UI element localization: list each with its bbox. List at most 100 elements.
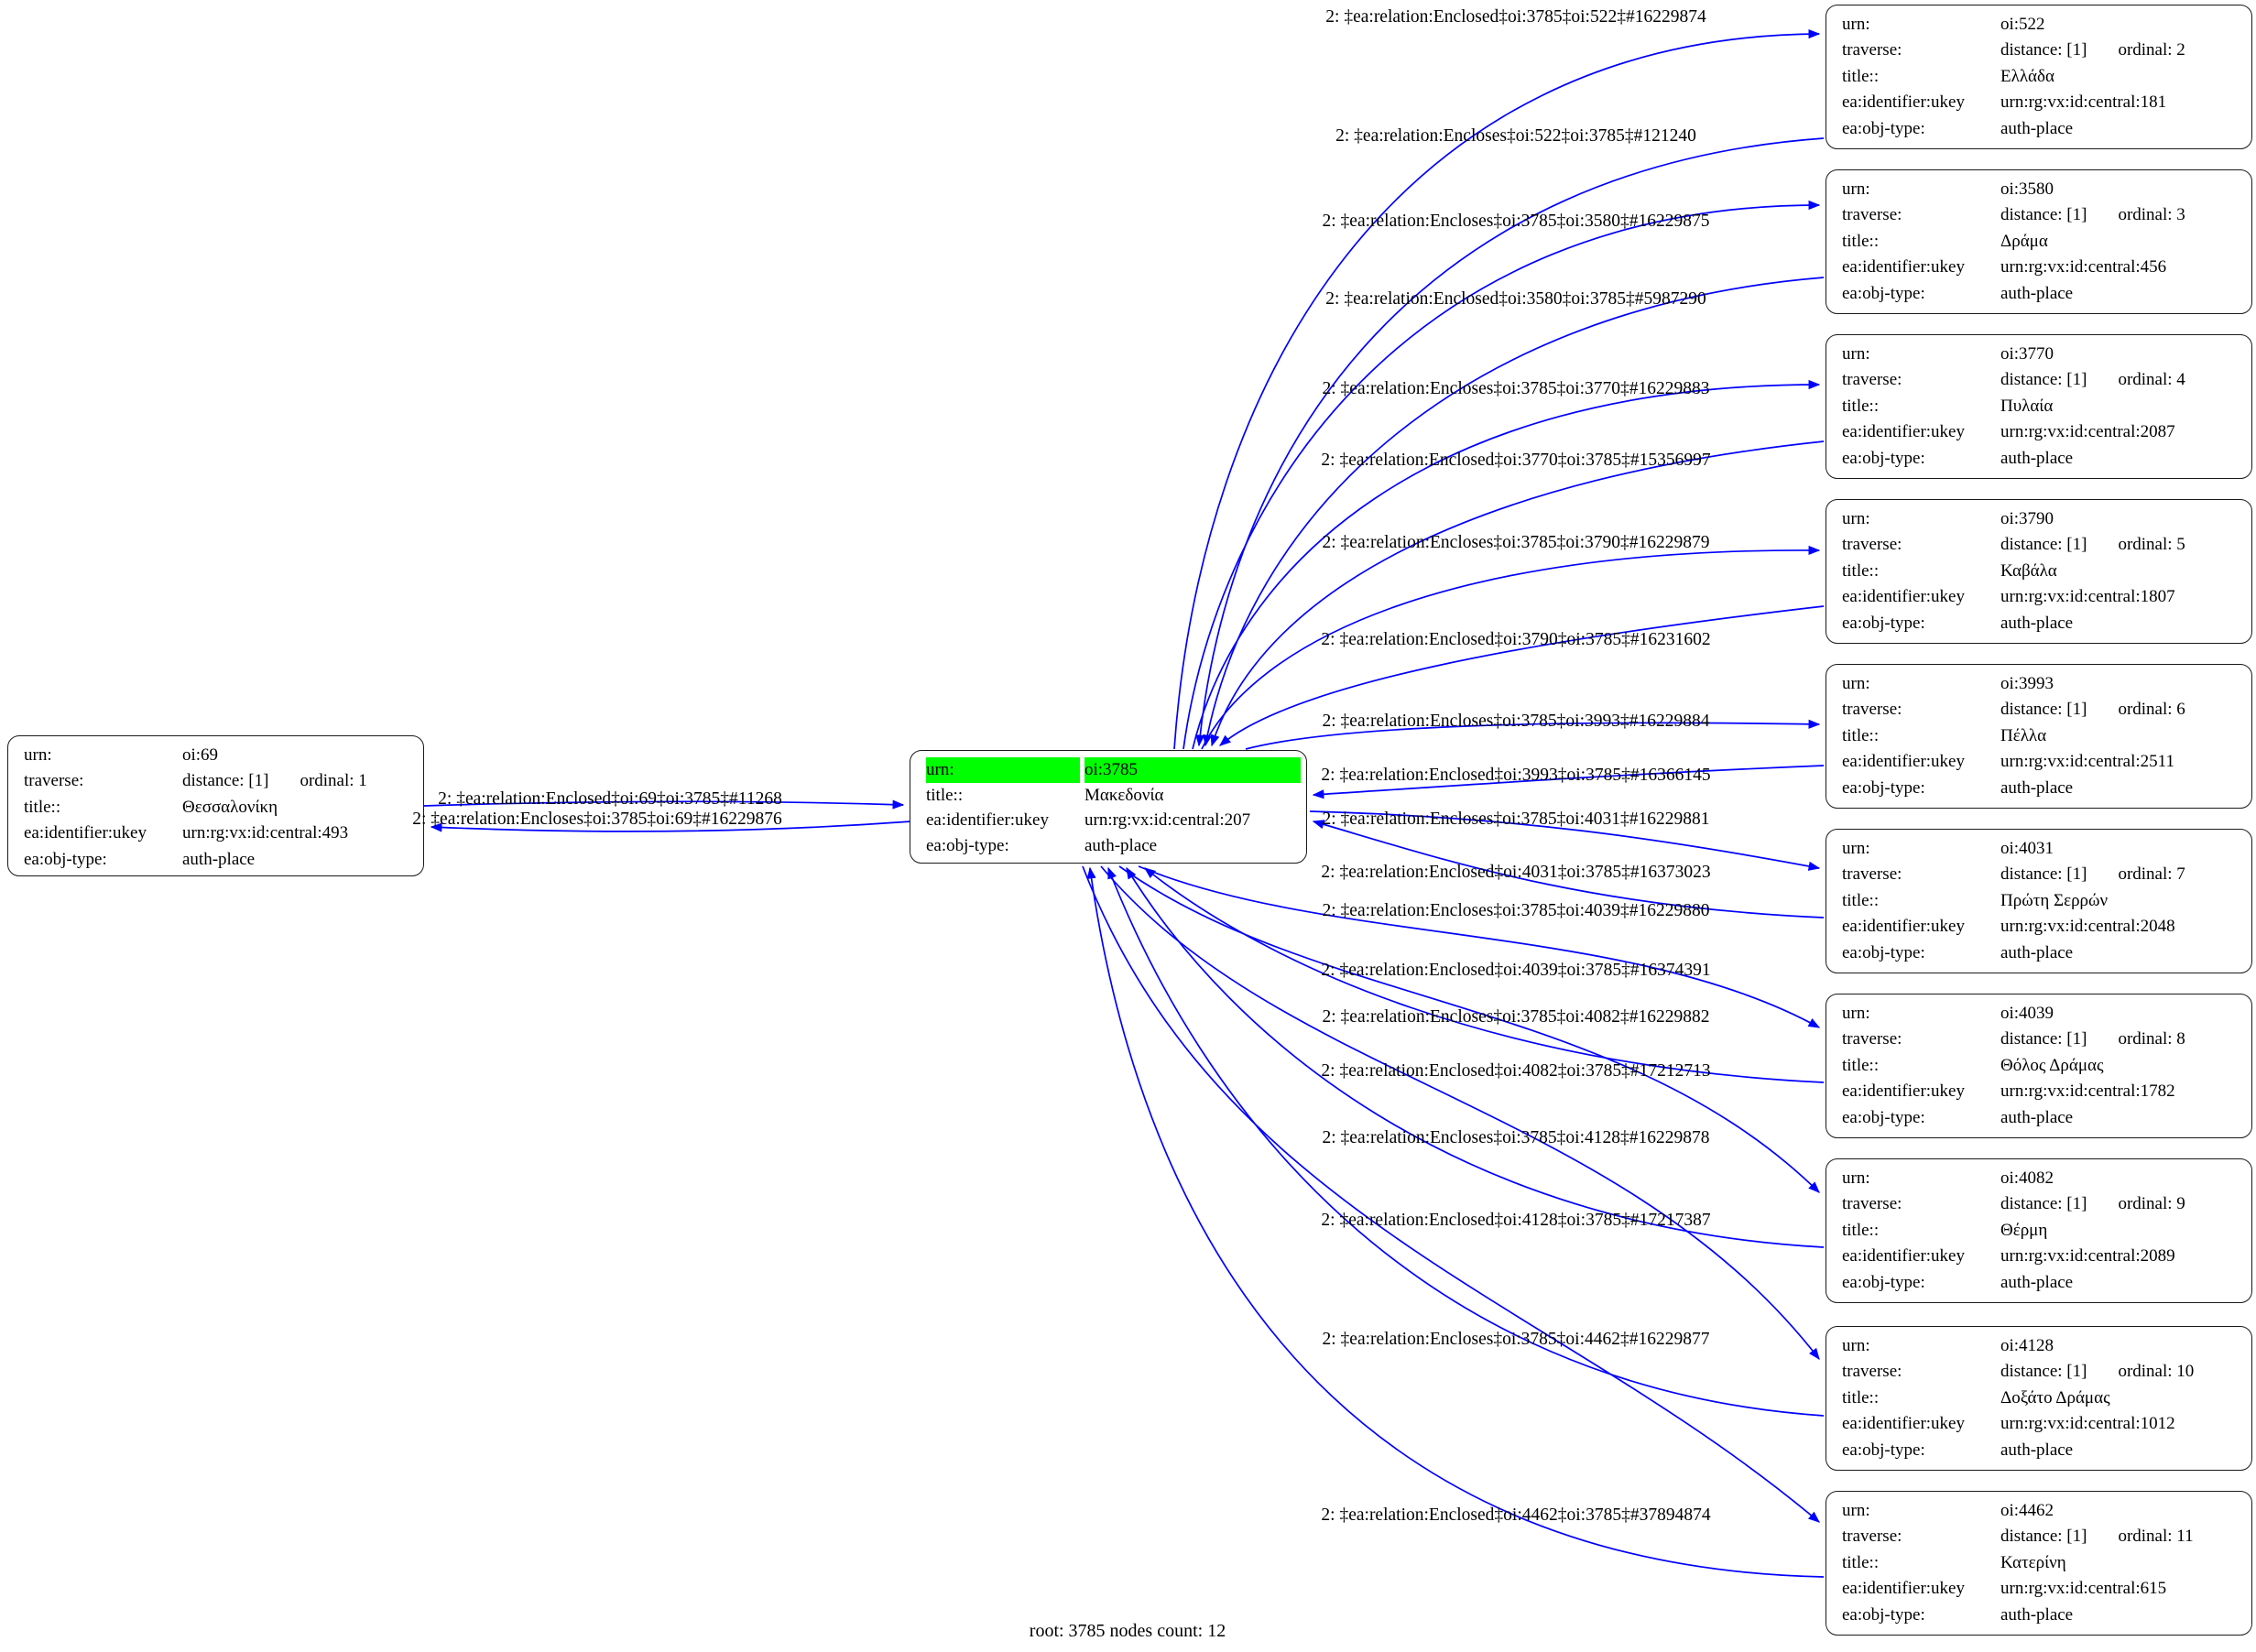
field-value: urn:rg:vx:id:central:2511 [2000,752,2174,772]
field-label: urn: [1842,344,1870,364]
field-value: urn:rg:vx:id:central:2089 [2000,1246,2175,1266]
node-field-row: traverse: distance: [1] ordinal: 7 [1842,862,2246,887]
edge-label: 2: ‡ea:relation:Enclosed‡oi:4082‡oi:3785… [1321,1061,1711,1081]
field-value: Δοξάτο Δράμας [2000,1387,2110,1407]
node-field-row: ea:obj-type: auth-place [1842,281,2246,307]
graph-node-oi-3580[interactable]: urn: oi:3580 traverse: distance: [1] ordinal… [1826,169,2252,314]
field-value: distance: [1] [182,771,269,791]
graph-node-oi-69[interactable]: urn: oi:69 traverse: distance: [1] ordinal: … [7,735,424,876]
field-value: Κατερίνη [2000,1552,2066,1572]
field-label: traverse: [1842,1527,1902,1547]
graph-node-oi-3785-root[interactable]: urn: oi:3785 title:: Μακεδονία ea:identifier… [910,750,1307,864]
node-field-row: ea:identifier:ukey urn:rg:vx:id:central:4… [1842,255,2246,280]
field-value: distance: [1] [2000,1362,2087,1382]
edge-label: 2: ‡ea:relation:Encloses‡oi:3785‡oi:4039… [1322,901,1710,920]
edge-enclosed-4128-3785 [1107,866,1825,1417]
field-value: oi:3580 [2000,179,2054,199]
field-value: urn:rg:vx:id:central:2048 [2000,917,2175,937]
field-value: auth-place [182,849,256,869]
node-field-row: ea:identifier:ukey urn:rg:vx:id:central:1… [1842,1079,2246,1104]
node-field-row: ea:obj-type: auth-place [1842,446,2246,472]
field-label: title:: [1842,560,1880,581]
field-label: urn: [1842,674,1870,693]
node-field-row: title:: Θεσσαλονίκη [24,795,418,821]
node-field-row: ea:identifier:ukey urn:rg:vx:id:central:4… [24,821,418,846]
field-value: auth-place [1084,835,1158,855]
node-field-row: ea:identifier:ukey urn:rg:vx:id:central:2… [1842,749,2246,775]
field-value-ordinal: ordinal: 10 [2118,1362,2195,1382]
field-value: distance: [1] [2000,1194,2087,1214]
graph-node-oi-3790[interactable]: urn: oi:3790 traverse: distance: [1] ordinal… [1826,499,2252,644]
node-field-row: urn: oi:3790 [1842,506,2246,532]
edge-encloses-3785-4039 [1138,865,1821,1028]
edge-label: 2: ‡ea:relation:Enclosed‡oi:3785‡oi:522‡… [1325,7,1706,27]
field-value: urn:rg:vx:id:central:615 [2000,1579,2167,1599]
field-label: urn: [1842,1004,1870,1023]
field-value-ordinal: ordinal: 4 [2118,370,2185,390]
field-label: traverse: [1842,1362,1902,1382]
edge-encloses-3785-4462 [1082,865,1820,1523]
field-value: auth-place [2000,283,2074,303]
field-value: urn:rg:vx:id:central:181 [2000,92,2167,113]
edge-label: 2: ‡ea:relation:Enclosed‡oi:69‡oi:3785‡#… [438,789,782,809]
node-field-row: traverse: distance: [1] ordinal: 5 [1842,532,2246,558]
node-field-row: traverse: distance: [1] ordinal: 11 [1842,1524,2246,1549]
field-value-ordinal: ordinal: 9 [2118,1194,2185,1214]
node-field-row: traverse: distance: [1] ordinal: 4 [1842,367,2246,393]
field-value: distance: [1] [2000,40,2087,60]
edge-enclosed-4082-3785 [1126,866,1825,1248]
field-label: ea:identifier:ukey [1842,422,1965,442]
field-label: ea:obj-type: [1842,1272,1925,1292]
node-field-row: urn: oi:3993 [1842,671,2246,697]
edge-encloses-3785-3770 [1192,379,1821,750]
field-value-ordinal: ordinal: 1 [300,771,367,791]
field-value: oi:3790 [2000,509,2054,528]
graph-node-oi-4031[interactable]: urn: oi:4031 traverse: distance: [1] ordinal… [1826,829,2252,973]
node-field-row: ea:identifier:ukey urn:rg:vx:id:central:6… [1842,1576,2246,1602]
edge-label: 2: ‡ea:relation:Enclosed‡oi:4031‡oi:3785… [1321,863,1711,882]
field-label: traverse: [1842,1029,1902,1049]
field-label: traverse: [1842,370,1902,390]
field-value: urn:rg:vx:id:central:1782 [2000,1081,2175,1102]
graph-node-oi-522[interactable]: urn: oi:522 traverse: distance: [1] ordinal:… [1826,5,2252,149]
node-field-row: ea:identifier:ukey urn:rg:vx:id:central:1… [1842,584,2246,610]
field-value: Καβάλα [2000,560,2057,581]
field-label: title:: [1842,1552,1880,1572]
field-value-ordinal: ordinal: 2 [2118,40,2185,60]
node-field-row: traverse: distance: [1] ordinal: 3 [1842,202,2246,228]
graph-node-oi-3993[interactable]: urn: oi:3993 traverse: distance: [1] ordinal… [1826,664,2252,809]
field-value: distance: [1] [2000,1527,2087,1547]
field-value: auth-place [2000,448,2074,468]
field-label: title:: [1842,1220,1880,1240]
edge-encloses-3785-3993 [1245,719,1821,750]
field-label: urn: [926,757,1080,783]
field-label: traverse: [1842,864,1902,885]
node-field-row: traverse: distance: [1] ordinal: 9 [1842,1191,2246,1217]
field-label: ea:obj-type: [1842,118,1925,138]
edge-enclosed-69-3785 [423,799,905,810]
graph-node-oi-4462[interactable]: urn: oi:4462 traverse: distance: [1] ordinal… [1826,1491,2252,1636]
edge-enclosed-4462-3785 [1086,866,1825,1578]
field-value: Δράμα [2000,231,2048,251]
field-value: Θόλος Δράμας [2000,1055,2104,1075]
field-label: urn: [1842,1501,1870,1520]
field-value: oi:4082 [2000,1168,2054,1188]
field-label: ea:obj-type: [1842,283,1925,303]
edge-encloses-3785-3580 [1182,200,1821,750]
field-label: urn: [1842,1168,1870,1188]
node-field-row: urn: oi:3785 [926,757,1301,783]
graph-node-oi-4082[interactable]: urn: oi:4082 traverse: distance: [1] ordinal… [1826,1158,2252,1303]
edge-encloses-522-3785 [1195,137,1825,747]
graph-node-oi-3770[interactable]: urn: oi:3770 traverse: distance: [1] ordinal… [1826,334,2252,479]
field-value: urn:rg:vx:id:central:493 [182,823,349,843]
field-value: auth-place [2000,777,2074,798]
field-value: Θέρμη [2000,1220,2048,1240]
graph-node-oi-4128[interactable]: urn: oi:4128 traverse: distance: [1] ordinal… [1826,1326,2252,1471]
field-value: auth-place [2000,942,2074,962]
edge-label: 2: ‡ea:relation:Encloses‡oi:3785‡oi:4082… [1322,1007,1710,1027]
graph-node-oi-4039[interactable]: urn: oi:4039 traverse: distance: [1] ordinal… [1826,994,2252,1138]
field-value-ordinal: ordinal: 6 [2118,700,2185,720]
field-label: ea:obj-type: [1842,777,1925,798]
field-label: traverse: [1842,1194,1902,1214]
field-value: auth-place [2000,118,2074,138]
